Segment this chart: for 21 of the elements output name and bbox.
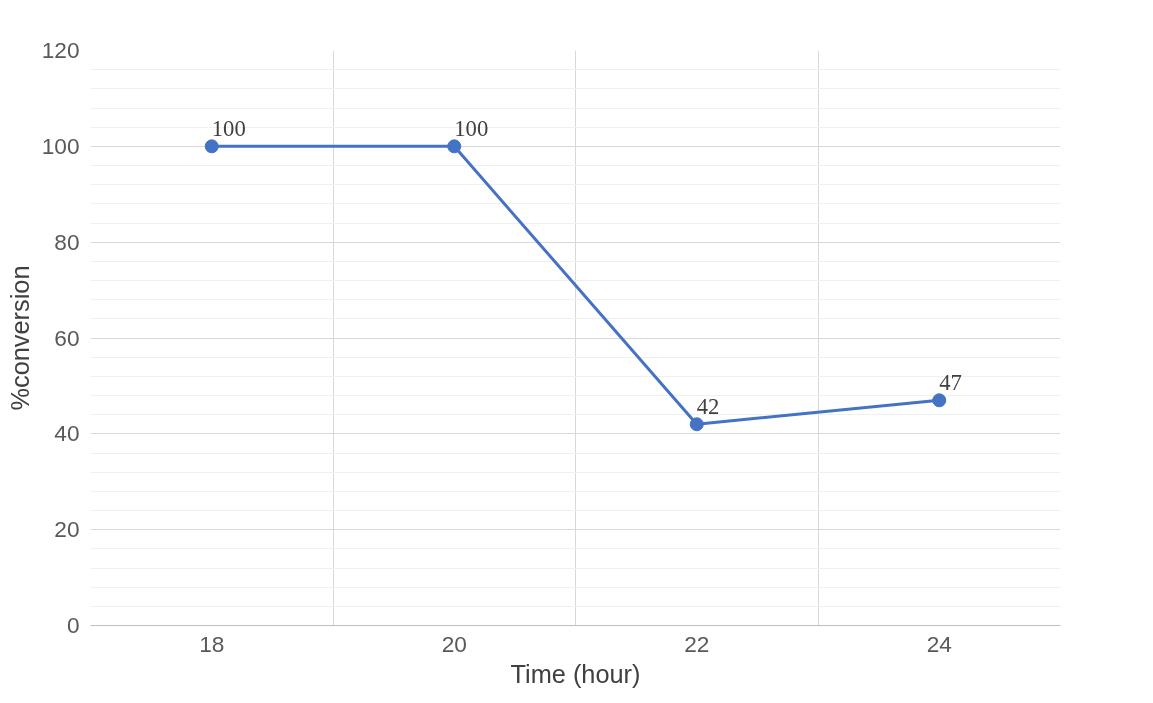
x-axis-title: Time (hour) (510, 659, 641, 688)
x-tick-label: 18 (199, 630, 225, 657)
data-label: 47 (939, 370, 962, 396)
point (204, 139, 219, 154)
x-tick-label: 24 (926, 630, 952, 657)
data-label: 42 (696, 394, 720, 420)
y-tick-label: 80 (54, 228, 80, 255)
point (689, 417, 704, 432)
point (447, 139, 462, 154)
y-tick-label: 20 (54, 516, 80, 543)
x-tick-label: 22 (684, 630, 710, 657)
y-tick-label: 0 (66, 612, 80, 638)
data-label: 100 (454, 116, 489, 142)
y-tick-label: 60 (54, 324, 80, 351)
x-tick-label: 20 (441, 630, 467, 657)
point (932, 393, 947, 408)
y-tick-label: 40 (54, 420, 80, 447)
y-tick-label: 120 (41, 37, 80, 63)
y-axis-title: %conversion (5, 265, 34, 411)
y-tick-label: 100 (41, 132, 80, 159)
data-label: 100 (211, 116, 246, 142)
